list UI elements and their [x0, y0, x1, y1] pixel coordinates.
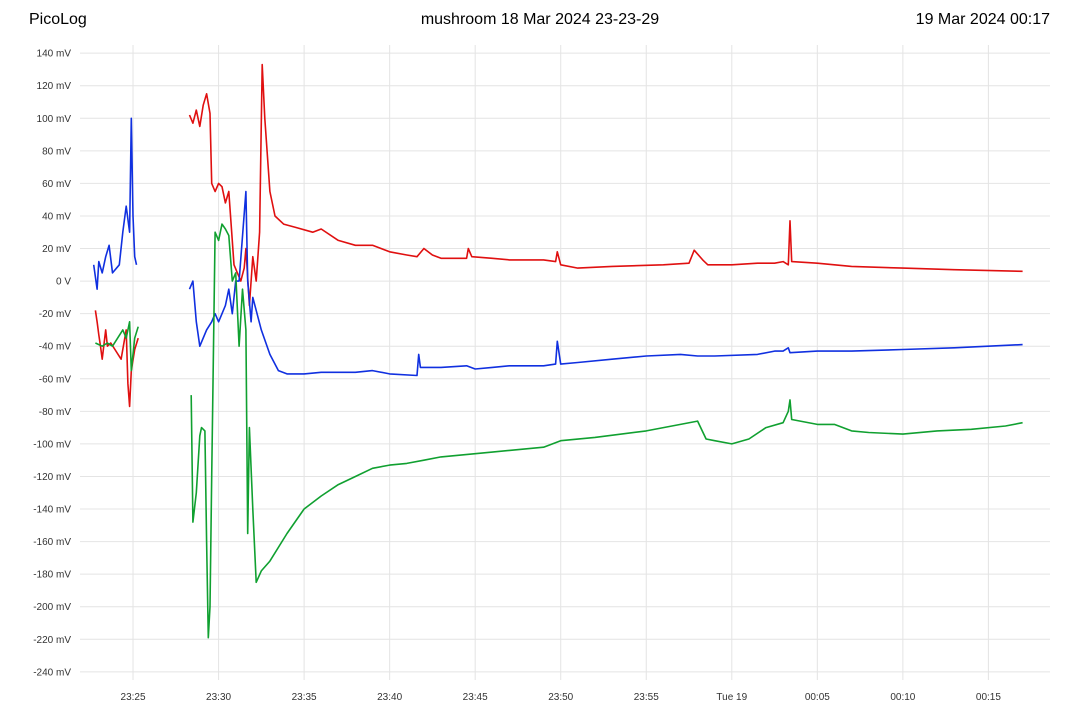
x-tick-label: 23:35 — [292, 692, 317, 703]
x-tick-label: 23:45 — [463, 692, 488, 703]
y-tick-label: -100 mV — [33, 439, 71, 450]
app-name: PicoLog — [29, 11, 87, 28]
y-tick-label: -40 mV — [39, 342, 72, 353]
y-tick-label: -60 mV — [39, 374, 72, 385]
x-tick-label: 23:30 — [206, 692, 231, 703]
capture-title: mushroom 18 Mar 2024 23-23-29 — [420, 11, 660, 28]
y-tick-label: -120 mV — [33, 472, 71, 483]
x-tick-label: 00:15 — [976, 692, 1001, 703]
series-line-2 — [188, 190, 1023, 377]
y-tick-label: -240 mV — [33, 667, 71, 678]
x-axis-ticks: 23:25 23:30 23:35 23:40 23:45 23:50 23:55 Tue 1… — [121, 692, 1002, 703]
series-line-1 — [188, 63, 1023, 307]
y-tick-label: -200 mV — [33, 602, 71, 613]
y-tick-label: -180 mV — [33, 570, 71, 581]
series-line-1 — [94, 310, 139, 408]
y-tick-label: -80 mV — [39, 407, 72, 418]
series-line-3 — [190, 223, 1023, 639]
y-tick-label: 60 mV — [42, 179, 71, 190]
x-tick-label: 23:50 — [548, 692, 573, 703]
series-lines — [92, 63, 1023, 639]
header: PicoLog mushroom 18 Mar 2024 23-23-29 19… — [0, 0, 1080, 40]
y-tick-label: 120 mV — [37, 81, 72, 92]
y-tick-label: -160 mV — [33, 537, 71, 548]
grid — [80, 45, 1050, 680]
y-tick-label: 140 mV — [37, 49, 72, 60]
y-tick-label: -140 mV — [33, 505, 71, 516]
y-tick-label: -20 mV — [39, 309, 72, 320]
y-tick-label: 20 mV — [42, 244, 71, 255]
y-tick-label: 40 mV — [42, 211, 71, 222]
x-tick-label: Tue 19 — [716, 692, 747, 703]
x-tick-label: 00:10 — [890, 692, 915, 703]
x-tick-label: 23:40 — [377, 692, 402, 703]
series-line-3 — [95, 320, 139, 372]
y-tick-label: 100 mV — [37, 114, 72, 125]
y-axis-ticks: 140 mV 120 mV 100 mV 80 mV 60 mV 40 mV 20 mV 0 … — [33, 49, 71, 679]
y-tick-label: -220 mV — [33, 635, 71, 646]
header-datetime: 19 Mar 2024 00:17 — [915, 11, 1050, 28]
x-tick-label: 23:55 — [634, 692, 659, 703]
y-tick-label: 80 mV — [42, 146, 71, 157]
series-line-2 — [92, 117, 138, 291]
x-tick-label: 00:05 — [805, 692, 830, 703]
x-tick-label: 23:25 — [121, 692, 146, 703]
y-tick-label: 0 V — [56, 277, 71, 288]
